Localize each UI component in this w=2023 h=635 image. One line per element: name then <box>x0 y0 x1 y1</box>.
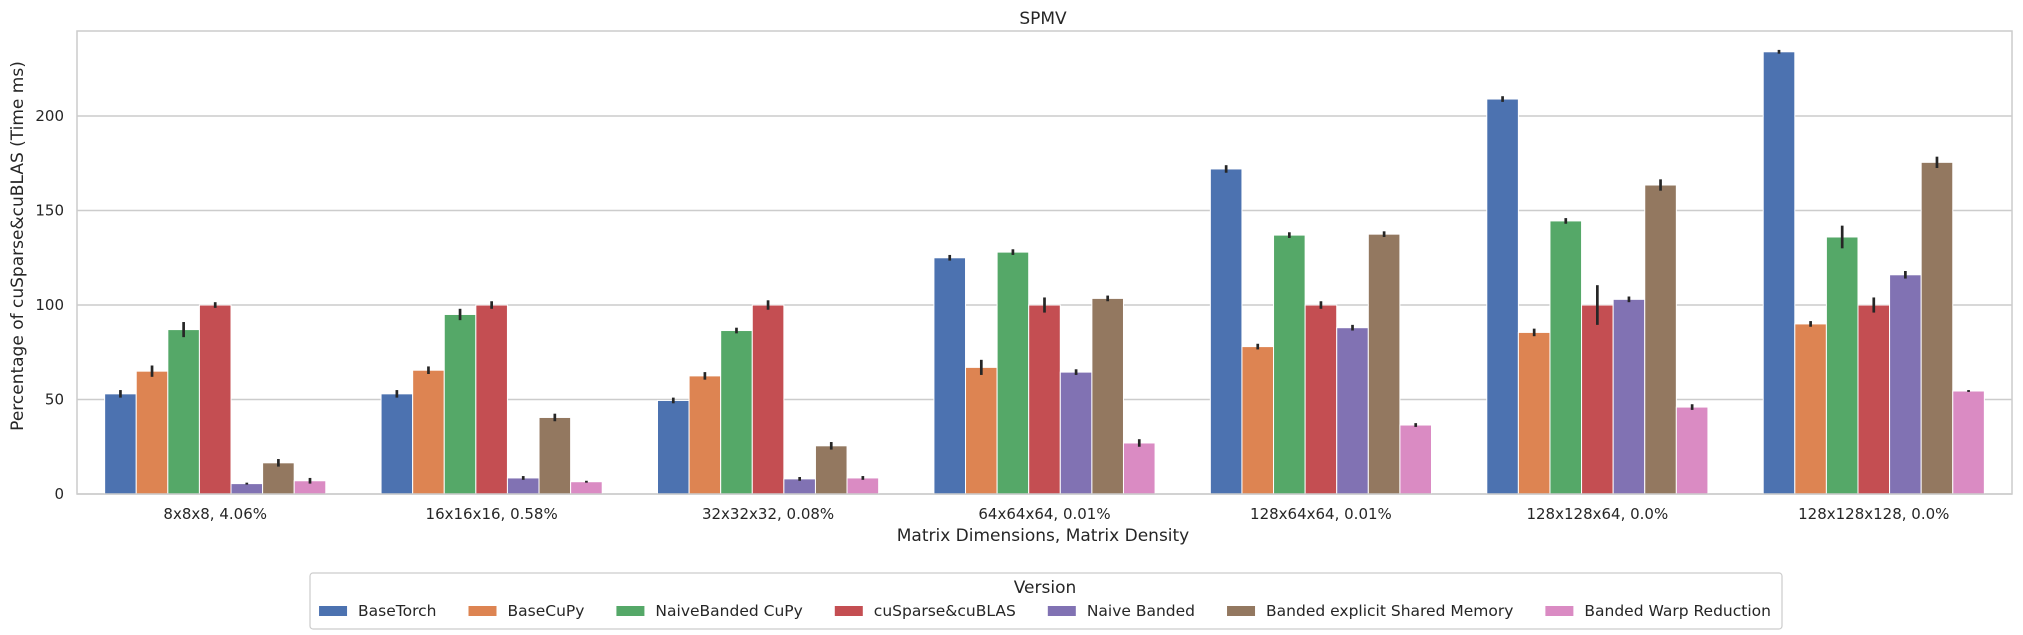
legend-swatch <box>468 606 497 616</box>
x-tick-labels: 8x8x8, 4.06% 16x16x16, 0.58% 32x32x32, 0.0… <box>163 505 1949 523</box>
legend-swatch <box>1047 606 1076 616</box>
y-tick-label: 50 <box>45 391 64 409</box>
bar <box>167 329 200 495</box>
y-tick-label: 200 <box>35 107 64 125</box>
bar <box>198 304 232 495</box>
bar <box>751 304 785 495</box>
bar <box>570 481 603 495</box>
bar <box>443 313 477 495</box>
bar <box>814 445 848 495</box>
bar <box>965 366 998 495</box>
bar <box>1952 390 1985 495</box>
plot-frame <box>76 30 2013 495</box>
x-tick-label: 16x16x16, 0.58% <box>426 505 558 523</box>
legend-frame <box>309 572 1783 630</box>
bar <box>657 399 690 495</box>
legend-swatch <box>1227 606 1256 616</box>
x-tick-label: 128x128x128, 0.0% <box>1798 505 1949 523</box>
x-tick-label: 32x32x32, 0.08% <box>702 505 834 523</box>
bar <box>846 477 880 495</box>
bar <box>1367 233 1401 495</box>
bar <box>135 370 169 495</box>
bar <box>996 251 1030 495</box>
legend: Version BaseTorch BaseCuPy NaiveBanded CuP… <box>309 572 1783 630</box>
bar <box>688 375 722 495</box>
bar <box>1825 236 1859 495</box>
bar <box>1091 297 1124 495</box>
legend-label: BaseCuPy <box>508 602 585 620</box>
bar <box>1517 331 1551 495</box>
bar <box>506 477 540 495</box>
legend-title: Version <box>1014 578 1077 598</box>
y-tick-label: 150 <box>35 202 64 220</box>
bar <box>1209 168 1243 495</box>
bar <box>1304 304 1338 495</box>
bar <box>1399 424 1433 495</box>
legend-label: NaiveBanded CuPy <box>655 602 802 620</box>
bar <box>1273 234 1306 495</box>
bar <box>1857 304 1891 495</box>
x-tick-label: 128x128x64, 0.0% <box>1526 505 1668 523</box>
legend-label: BaseTorch <box>358 602 436 620</box>
bar <box>1059 371 1093 495</box>
legend-label: cuSparse&cuBLAS <box>874 602 1016 620</box>
bar <box>1920 161 1954 495</box>
bars <box>104 51 1985 495</box>
bar <box>1794 323 1827 495</box>
y-axis-label: Percentage of cuSparse&cuBLAS (Time ms) <box>8 61 28 431</box>
legend-label: Banded Warp Reduction <box>1584 602 1771 620</box>
error-bars <box>119 49 1970 485</box>
bar <box>1336 327 1369 495</box>
bar <box>104 393 137 495</box>
bar <box>1241 346 1275 495</box>
bar <box>933 257 967 495</box>
bar <box>1675 406 1709 495</box>
bar <box>1889 274 1922 495</box>
y-tick-labels: 0 50 100 150 200 <box>35 107 64 503</box>
bar <box>1028 304 1061 495</box>
legend-swatch <box>616 606 645 616</box>
legend-swatch <box>1545 606 1574 616</box>
x-tick-label: 64x64x64, 0.01% <box>978 505 1110 523</box>
legend-swatch <box>834 606 863 616</box>
x-tick-label: 128x64x64, 0.01% <box>1250 505 1392 523</box>
x-tick-label: 8x8x8, 4.06% <box>163 505 267 523</box>
chart-title: SPMV <box>1019 9 1067 29</box>
bar <box>720 330 753 495</box>
bar <box>1549 220 1583 495</box>
legend-label: Banded explicit Shared Memory <box>1266 602 1513 620</box>
bar <box>262 462 295 495</box>
x-axis-label: Matrix Dimensions, Matrix Density <box>897 526 1190 546</box>
bar <box>1612 298 1646 495</box>
bar <box>1122 442 1156 495</box>
legend-label: Naive Banded <box>1087 602 1195 620</box>
y-tick-label: 0 <box>54 485 64 503</box>
bar <box>475 304 508 495</box>
bar <box>1644 184 1677 495</box>
legend-swatch <box>319 606 348 616</box>
bar <box>1762 51 1796 495</box>
bar <box>783 478 816 495</box>
y-tick-label: 100 <box>35 296 64 314</box>
bar <box>230 483 264 495</box>
bar <box>1581 304 1614 495</box>
bar <box>380 393 414 495</box>
bar <box>1486 98 1519 495</box>
bar <box>538 416 572 495</box>
legend-items: BaseTorch BaseCuPy NaiveBanded CuPy cuSpars… <box>319 602 1771 620</box>
bar <box>412 369 445 495</box>
